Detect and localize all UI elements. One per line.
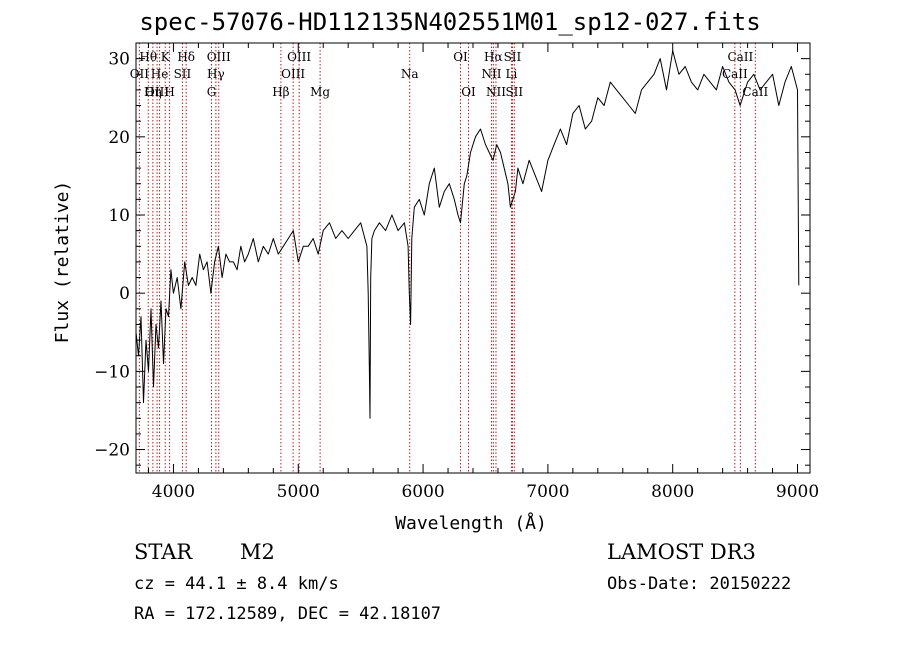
y-tick-label: 30 bbox=[108, 50, 130, 70]
x-tick-label: 7000 bbox=[526, 482, 569, 502]
marker-label: OIII bbox=[281, 67, 305, 81]
marker-label: K bbox=[161, 50, 171, 64]
spectrum-series bbox=[135, 50, 800, 419]
marker-label: SII bbox=[174, 67, 192, 81]
marker-label: Hγ bbox=[207, 67, 225, 81]
marker-label: OI bbox=[453, 50, 468, 64]
marker-label: SII bbox=[504, 50, 522, 64]
marker-label: OII bbox=[130, 67, 150, 81]
x-tick-label: 4000 bbox=[152, 482, 195, 502]
marker-label: CaII bbox=[722, 67, 748, 81]
marker-label: He bbox=[151, 67, 169, 81]
x-tick-label: 9000 bbox=[776, 482, 819, 502]
marker-label: OIII bbox=[287, 50, 311, 64]
marker-label: Hβ bbox=[272, 85, 289, 99]
plot-frame bbox=[135, 42, 811, 474]
marker-label: Hη bbox=[144, 85, 162, 99]
axis-ticks: 4000 5000 6000 7000 8000 9000 −20 −10 0 10 20 30 bbox=[94, 42, 819, 502]
object-subclass: M2 bbox=[240, 540, 275, 564]
marker-label: Na bbox=[401, 67, 419, 81]
marker-label: Mg bbox=[310, 85, 330, 99]
y-tick-label: 0 bbox=[119, 284, 130, 304]
marker-label: Hδ bbox=[177, 50, 195, 64]
line-markers bbox=[138, 43, 756, 473]
y-tick-label: 10 bbox=[108, 206, 130, 226]
marker-label: NII bbox=[486, 85, 506, 99]
x-tick-label: 8000 bbox=[651, 482, 694, 502]
redshift-readout: cz = 44.1 ± 8.4 km/s bbox=[134, 574, 339, 594]
y-tick-label: 20 bbox=[108, 128, 130, 148]
coordinates-readout: RA = 172.12589, DEC = 42.18107 bbox=[134, 604, 442, 624]
observation-date: Obs-Date: 20150222 bbox=[607, 574, 792, 594]
marker-label: Li bbox=[506, 67, 518, 81]
x-tick-label: 5000 bbox=[277, 482, 320, 502]
marker-label: SII bbox=[505, 85, 523, 99]
marker-label: OIII bbox=[207, 50, 231, 64]
marker-label: CaII bbox=[727, 50, 753, 64]
marker-label: NII bbox=[481, 67, 501, 81]
marker-label: CaII bbox=[742, 85, 768, 99]
marker-label: Hθ bbox=[139, 50, 157, 64]
marker-label: OIII bbox=[145, 85, 169, 99]
survey-name: LAMOST DR3 bbox=[607, 540, 756, 564]
marker-label: H bbox=[164, 85, 174, 99]
spectrum-line bbox=[135, 50, 800, 419]
marker-label: Hα bbox=[484, 50, 503, 64]
x-axis-label: Wavelength (Å) bbox=[395, 512, 547, 534]
chart-title: spec-57076-HD112135N402551M01_sp12-027.f… bbox=[139, 8, 761, 36]
marker-label: G bbox=[207, 85, 217, 99]
object-class: STAR bbox=[134, 540, 193, 564]
y-tick-label: −20 bbox=[94, 441, 130, 461]
x-tick-label: 6000 bbox=[401, 482, 444, 502]
y-tick-label: −10 bbox=[94, 362, 130, 382]
marker-label: OI bbox=[461, 85, 476, 99]
y-axis-label: Flux (relative) bbox=[52, 181, 73, 344]
